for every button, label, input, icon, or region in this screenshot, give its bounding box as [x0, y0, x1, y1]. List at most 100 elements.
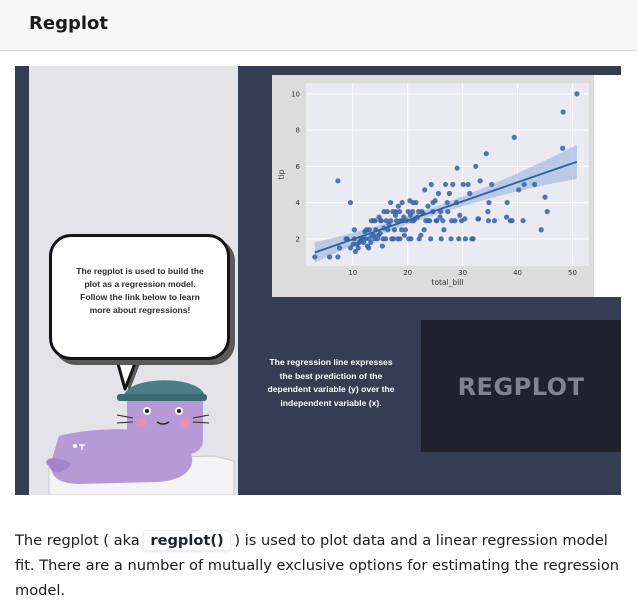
speech-bubble-text: The regplot is used to build the plot as… — [76, 266, 204, 315]
data-point — [538, 227, 544, 233]
data-point — [381, 209, 387, 215]
data-point — [509, 218, 515, 224]
data-point — [380, 236, 386, 242]
x-tick-label: 40 — [513, 269, 522, 277]
regplot-chart: 10 20 30 40 50 2 4 6 8 10 total_bill tip — [272, 75, 621, 297]
data-point — [406, 236, 412, 242]
data-point — [347, 199, 354, 206]
data-point — [366, 227, 372, 233]
data-point — [401, 232, 407, 238]
description-paragraph: The regplot ( aka regplot() ) is used to… — [15, 528, 630, 603]
data-point — [433, 218, 439, 224]
data-point — [379, 243, 385, 249]
data-point — [467, 190, 473, 197]
data-point — [450, 181, 456, 188]
data-point — [327, 254, 333, 260]
data-point — [456, 236, 462, 242]
x-tick-label: 10 — [348, 269, 357, 277]
data-point — [428, 236, 434, 242]
data-point — [475, 216, 482, 222]
x-tick-label: 20 — [403, 269, 412, 277]
data-point — [394, 218, 400, 224]
y-tick-label: 8 — [296, 127, 300, 135]
data-point — [396, 209, 403, 215]
data-point — [504, 199, 510, 206]
data-point — [435, 190, 442, 197]
data-point — [531, 181, 538, 188]
data-point — [462, 236, 468, 242]
data-point — [372, 218, 378, 224]
y-tick-label: 6 — [296, 163, 301, 171]
data-point — [440, 218, 446, 224]
regplot-logo-text: REGPLOT — [457, 373, 585, 401]
y-tick-label: 4 — [296, 199, 301, 207]
data-point — [425, 218, 431, 224]
data-point — [486, 199, 492, 206]
data-point — [438, 209, 444, 215]
data-point — [368, 239, 374, 246]
data-point — [388, 218, 394, 224]
data-point — [399, 199, 405, 206]
axis-ticks: 10 20 30 40 50 2 4 6 8 10 — [291, 90, 577, 277]
data-point — [462, 216, 468, 222]
regression-caption: The regression line expresses the best p… — [267, 357, 395, 408]
speech-bubble: The regplot is used to build the plot as… — [49, 234, 230, 360]
data-point — [544, 209, 550, 215]
data-point — [441, 227, 447, 233]
regression-line — [314, 160, 578, 254]
data-point — [395, 203, 401, 209]
page-header: Regplot — [0, 0, 637, 51]
data-point — [375, 232, 382, 238]
data-point — [485, 218, 492, 224]
data-point — [399, 227, 405, 233]
data-point — [370, 232, 377, 238]
data-point — [437, 214, 443, 220]
data-point — [425, 203, 431, 209]
data-point — [335, 178, 341, 184]
data-point — [485, 209, 491, 215]
data-point — [392, 209, 399, 215]
illustration-card: The regplot is used to build the plot as… — [29, 66, 238, 495]
y-axis-label: tip — [277, 169, 286, 179]
data-point — [416, 236, 422, 242]
x-axis-label: total_bill — [432, 278, 464, 287]
data-point — [448, 236, 454, 242]
y-tick-label: 2 — [296, 235, 300, 243]
data-point — [460, 181, 466, 188]
data-point — [336, 245, 343, 251]
page-title: Regplot — [29, 13, 108, 34]
data-point — [489, 181, 495, 188]
data-point — [351, 227, 357, 233]
data-point — [428, 181, 434, 188]
data-point — [470, 236, 476, 242]
x-tick-label: 30 — [458, 269, 467, 277]
data-point — [397, 236, 403, 242]
data-points — [312, 91, 580, 260]
regplot-chart-svg: 10 20 30 40 50 2 4 6 8 10 total_bill tip — [272, 75, 594, 297]
logo-box: REGPLOT — [421, 320, 621, 452]
data-point — [388, 199, 394, 206]
y-tick-label: 10 — [291, 90, 300, 98]
slide-panel: The regplot is used to build the plot as… — [15, 66, 621, 495]
data-point — [335, 254, 341, 260]
data-point — [421, 227, 427, 233]
data-point — [312, 254, 318, 260]
regression-line-path — [314, 160, 578, 254]
data-point — [410, 199, 416, 206]
data-point — [407, 212, 414, 218]
data-point — [560, 109, 566, 115]
data-point — [483, 151, 489, 157]
data-point — [442, 181, 449, 188]
data-point — [391, 227, 398, 233]
data-point — [446, 190, 453, 197]
data-point — [444, 199, 450, 206]
data-point — [457, 212, 463, 218]
data-point — [402, 227, 409, 233]
data-point — [452, 218, 458, 224]
data-point — [521, 181, 527, 188]
data-point — [491, 218, 498, 224]
data-point — [503, 214, 510, 220]
data-point — [419, 209, 425, 215]
data-point — [574, 91, 580, 97]
data-point — [383, 218, 389, 224]
